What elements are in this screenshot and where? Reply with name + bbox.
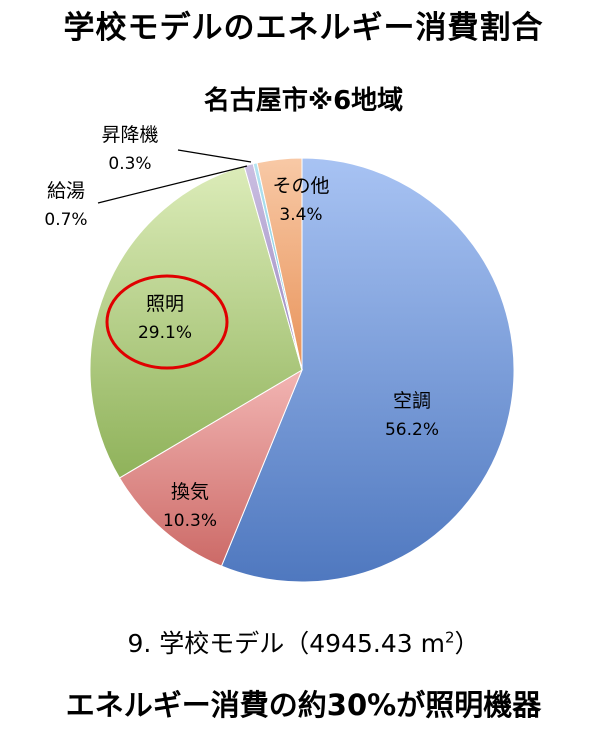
chart-subtitle: 名古屋市※6地域 bbox=[203, 86, 404, 116]
pie-slice-1 bbox=[118, 368, 304, 567]
footer-note: エネルギー消費の約30%が照明機器 bbox=[65, 688, 542, 722]
slice-value-3: 0.7% bbox=[44, 210, 87, 230]
slice-value-5: 3.4% bbox=[279, 205, 322, 225]
slice-value-1: 10.3% bbox=[163, 511, 217, 531]
chart-caption: 9. 学校モデル（4945.43 m2） bbox=[0, 624, 607, 660]
slice-label-2: 照明 bbox=[146, 293, 184, 315]
pie-slice-5 bbox=[256, 157, 303, 371]
slice-value-0: 56.2% bbox=[385, 420, 439, 440]
slice-value-4: 0.3% bbox=[108, 154, 151, 174]
slice-label-1: 換気 bbox=[171, 481, 209, 503]
leader-line-3 bbox=[97, 165, 248, 204]
slice-value-2: 29.1% bbox=[138, 323, 192, 343]
leader-line-4 bbox=[177, 149, 252, 163]
slice-label-0: 空調 bbox=[393, 390, 431, 412]
page-title: 学校モデルのエネルギー消費割合 bbox=[63, 10, 544, 46]
pie-slice-2 bbox=[89, 165, 303, 479]
caption-text: 9. 学校モデル（4945.43 m bbox=[127, 629, 445, 658]
slice-label-5: その他 bbox=[272, 175, 329, 197]
slice-label-3: 給湯 bbox=[47, 180, 85, 202]
pie-slice-0 bbox=[220, 157, 515, 583]
highlight-circle bbox=[105, 274, 229, 370]
caption-superscript: 2 bbox=[444, 628, 455, 647]
caption-end: ） bbox=[454, 629, 480, 658]
slice-label-4: 昇降機 bbox=[101, 124, 158, 146]
